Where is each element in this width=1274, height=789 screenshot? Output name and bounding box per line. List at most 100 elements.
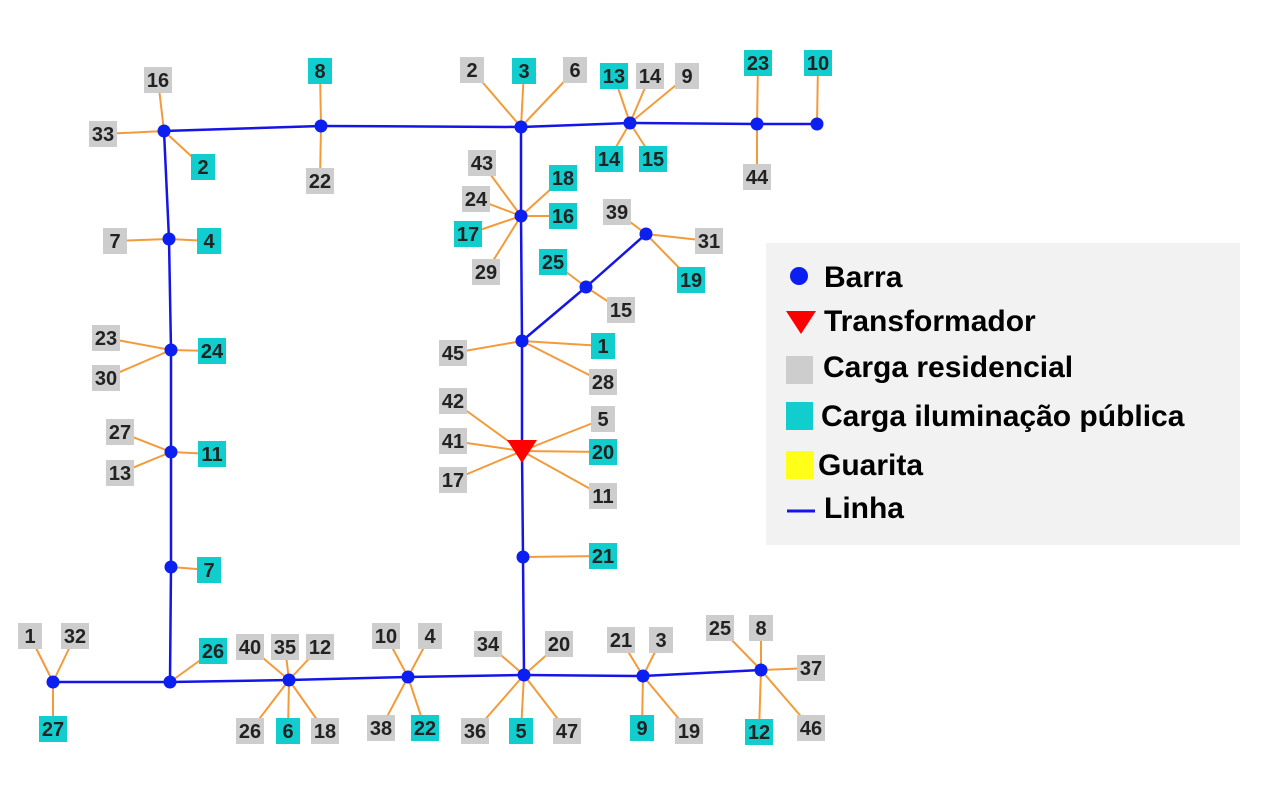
residential-load-box	[743, 164, 771, 190]
bus-node	[164, 343, 178, 357]
network-line	[168, 566, 173, 683]
lighting-load-box	[512, 58, 536, 84]
network-line	[163, 124, 322, 133]
load-label: 10	[375, 626, 397, 648]
load-label: 20	[592, 442, 614, 464]
lighting-load-box	[589, 439, 617, 465]
legend-transformer-label: Transformador	[824, 305, 1036, 338]
bus-node	[810, 117, 824, 131]
load-label: 25	[709, 618, 731, 640]
legend-bus-label: Barra	[824, 261, 903, 294]
lighting-load-box	[630, 715, 654, 741]
lighting-load-box	[276, 718, 300, 744]
residential-load-box	[706, 615, 734, 641]
load-label: 3	[655, 630, 666, 652]
residential-load-box	[589, 483, 617, 509]
legend-guard-label: Guarita	[818, 449, 923, 482]
residential-load-box	[311, 718, 339, 744]
legend-guard-marker	[786, 451, 814, 479]
load-label: 4	[203, 231, 215, 253]
load-label: 22	[414, 718, 436, 740]
load-label: 42	[442, 391, 464, 413]
legend-background	[766, 243, 1240, 545]
load-label: 12	[309, 637, 331, 659]
network-line	[521, 286, 587, 342]
network-line	[288, 675, 409, 682]
load-label: 18	[314, 721, 336, 743]
residential-load-box	[603, 199, 631, 225]
residential-load-box	[271, 634, 299, 660]
lighting-load-box	[308, 58, 332, 84]
residential-load-box	[439, 467, 467, 493]
load-label: 1	[24, 626, 35, 648]
bus-node	[163, 675, 177, 689]
lighting-load-box	[198, 441, 226, 467]
load-label: 32	[64, 626, 86, 648]
load-label: 17	[457, 224, 479, 246]
bus-node	[636, 669, 650, 683]
lighting-load-box	[509, 718, 533, 744]
residential-load-box	[468, 150, 496, 176]
lighting-load-box	[804, 50, 832, 76]
load-label: 33	[92, 124, 114, 146]
legend-bus-marker	[790, 267, 808, 285]
residential-load-box	[236, 718, 264, 744]
load-label: 5	[597, 409, 608, 431]
load-label: 3	[518, 61, 529, 83]
load-label: 16	[147, 70, 169, 92]
residential-load-box	[695, 228, 723, 254]
lighting-load-box	[639, 146, 667, 172]
network-line	[519, 215, 524, 342]
load-label: 41	[442, 431, 464, 453]
legend: Barra Transformador Carga residencial Ca…	[766, 243, 1240, 545]
bus-node	[314, 119, 328, 133]
residential-load-box	[439, 388, 467, 414]
bus-node	[46, 675, 60, 689]
residential-load-box	[749, 615, 773, 641]
lighting-load-box	[591, 333, 615, 359]
load-label: 27	[42, 719, 64, 741]
network-line	[520, 450, 525, 558]
residential-load-box	[462, 186, 490, 212]
lighting-load-box	[454, 221, 482, 247]
residential-load-box	[306, 634, 334, 660]
load-label: 1	[597, 336, 608, 358]
bus-node	[282, 673, 296, 687]
load-label: 26	[239, 721, 261, 743]
residential-load-box	[92, 325, 120, 351]
load-label: 30	[95, 368, 117, 390]
bus-node	[579, 280, 593, 294]
bus-node	[515, 334, 529, 348]
residential-load-box	[103, 228, 127, 254]
lighting-load-box	[539, 249, 567, 275]
load-label: 25	[542, 252, 564, 274]
load-label: 19	[678, 721, 700, 743]
residential-load-box	[461, 718, 489, 744]
legend-residential-label: Carga residencial	[823, 351, 1073, 384]
load-label: 14	[639, 66, 662, 88]
bus-node	[639, 227, 653, 241]
load-label: 10	[807, 53, 829, 75]
lighting-load-box	[589, 543, 617, 569]
residential-load-box	[236, 634, 264, 660]
residential-load-box	[106, 419, 134, 445]
residential-load-box	[649, 627, 673, 653]
bus-node	[623, 116, 637, 130]
network-line	[585, 233, 647, 288]
network-line	[629, 121, 758, 126]
bus-node	[517, 668, 531, 682]
residential-load-box	[675, 718, 703, 744]
bus-node	[754, 663, 768, 677]
lighting-load-box	[677, 267, 705, 293]
legend-residential-marker	[786, 356, 813, 384]
bus-node	[164, 560, 178, 574]
residential-load-box	[106, 460, 134, 486]
lighting-load-box	[197, 228, 221, 254]
load-label: 11	[592, 486, 613, 508]
load-label: 20	[548, 634, 570, 656]
lighting-load-box	[744, 50, 772, 76]
load-label: 7	[203, 560, 214, 582]
load-label: 24	[465, 189, 488, 211]
load-label: 6	[569, 60, 580, 82]
